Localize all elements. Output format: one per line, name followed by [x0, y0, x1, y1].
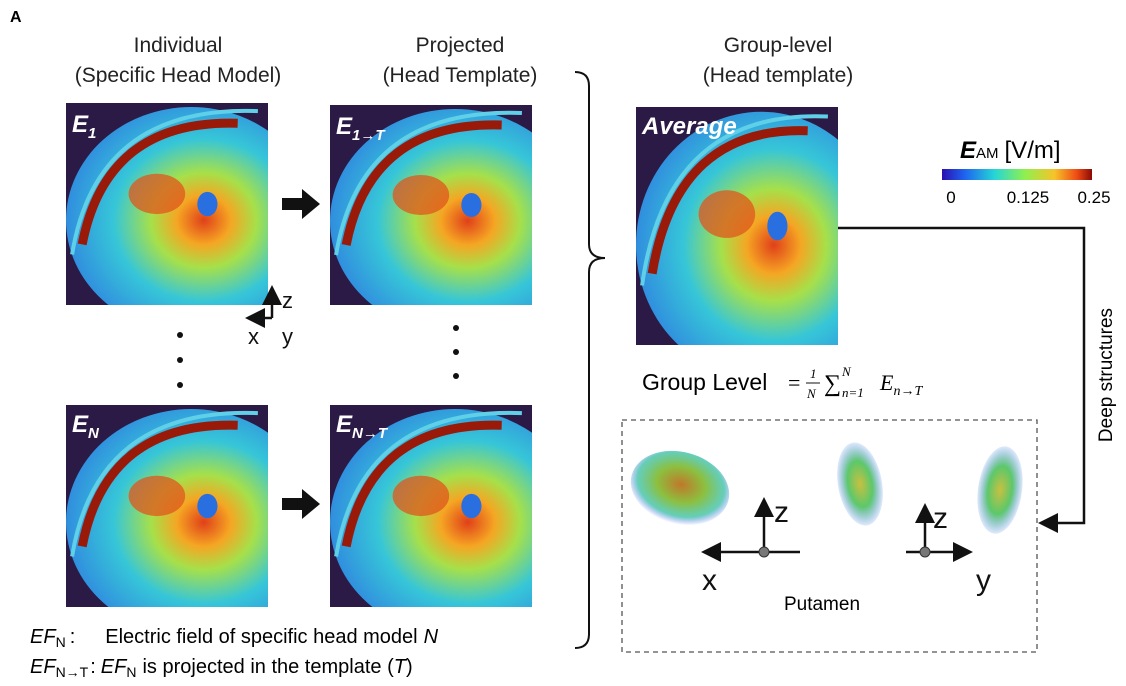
head	[636, 112, 886, 379]
colorbar-tick: 0	[946, 188, 955, 207]
formula: Group Level	[642, 369, 767, 395]
head-image	[66, 103, 316, 333]
ventricle	[767, 212, 787, 241]
ventricle	[197, 192, 217, 216]
hotspot	[129, 174, 186, 214]
head-image	[636, 107, 886, 378]
column-subtitle: (Head template)	[703, 64, 854, 87]
formula-part: 1	[810, 366, 817, 381]
head-shape	[66, 107, 316, 333]
figure: A Individual (Specific Head Model) Proje…	[0, 0, 1126, 686]
bracket	[575, 72, 605, 648]
axis-label: z	[282, 288, 293, 313]
putamen-axes	[706, 502, 968, 552]
dot	[453, 373, 459, 379]
column-subtitle: (Specific Head Model)	[75, 64, 282, 87]
ventricle	[197, 494, 217, 518]
ventricle	[461, 193, 481, 217]
hotspot	[393, 175, 450, 215]
image-label: Average	[641, 113, 737, 140]
arrow	[282, 189, 320, 219]
dot	[177, 357, 183, 363]
head	[66, 107, 316, 333]
colorbar-tick: 0.25	[1077, 188, 1110, 207]
axis-label: y	[282, 324, 293, 349]
axis-label: y	[976, 564, 991, 597]
formula-part: =	[788, 370, 800, 395]
hotspot	[393, 476, 450, 516]
dot	[177, 382, 183, 388]
formula-math: = 1 N ∑ N n=1 En→T	[788, 364, 923, 401]
column-title: Individual	[134, 34, 223, 57]
putamen-render	[972, 443, 1028, 536]
formula-part: n=1	[842, 385, 864, 400]
side-label: Deep structures	[1096, 308, 1117, 442]
putamen-renders	[622, 439, 1028, 537]
axis-origin	[759, 547, 769, 557]
formula-part: ∑	[824, 371, 841, 397]
putamen-render	[622, 440, 737, 535]
head-shape	[330, 409, 580, 635]
panel-label: A	[10, 9, 22, 26]
hotspot	[699, 190, 756, 238]
ventricle	[461, 494, 481, 518]
dot	[453, 325, 459, 331]
column-subtitle: (Head Template)	[383, 64, 538, 87]
hotspot	[129, 476, 186, 516]
formula-part: N	[841, 364, 852, 379]
putamen-render	[831, 439, 889, 529]
formula-part: En→T	[879, 370, 923, 399]
axis-origin	[920, 547, 930, 557]
column-title: Projected	[416, 34, 505, 57]
colorbar: EAM[V/m] 0 0.125 0.25	[942, 137, 1111, 207]
colorbar-tick: 0.125	[1007, 188, 1050, 207]
legend-line: EFN:Electric field of specific head mode…	[30, 626, 439, 650]
head	[66, 409, 316, 635]
axis-label: z	[933, 502, 948, 535]
dot	[177, 332, 183, 338]
axis-label: z	[774, 496, 789, 529]
axis-label: x	[248, 324, 259, 349]
box-label: Putamen	[784, 594, 860, 615]
dot	[453, 349, 459, 355]
column-headers: Individual (Specific Head Model) Project…	[75, 34, 854, 87]
colorbar-title: EAM[V/m]	[960, 137, 1061, 164]
column-title: Group-level	[724, 34, 833, 57]
colorbar-gradient	[942, 169, 1092, 180]
axis-label: x	[702, 564, 717, 597]
arrow	[282, 489, 320, 519]
head-image	[66, 405, 316, 635]
formula-part: N	[806, 386, 817, 401]
head-shape	[66, 409, 316, 635]
head-shape	[636, 112, 886, 379]
head	[330, 409, 580, 635]
